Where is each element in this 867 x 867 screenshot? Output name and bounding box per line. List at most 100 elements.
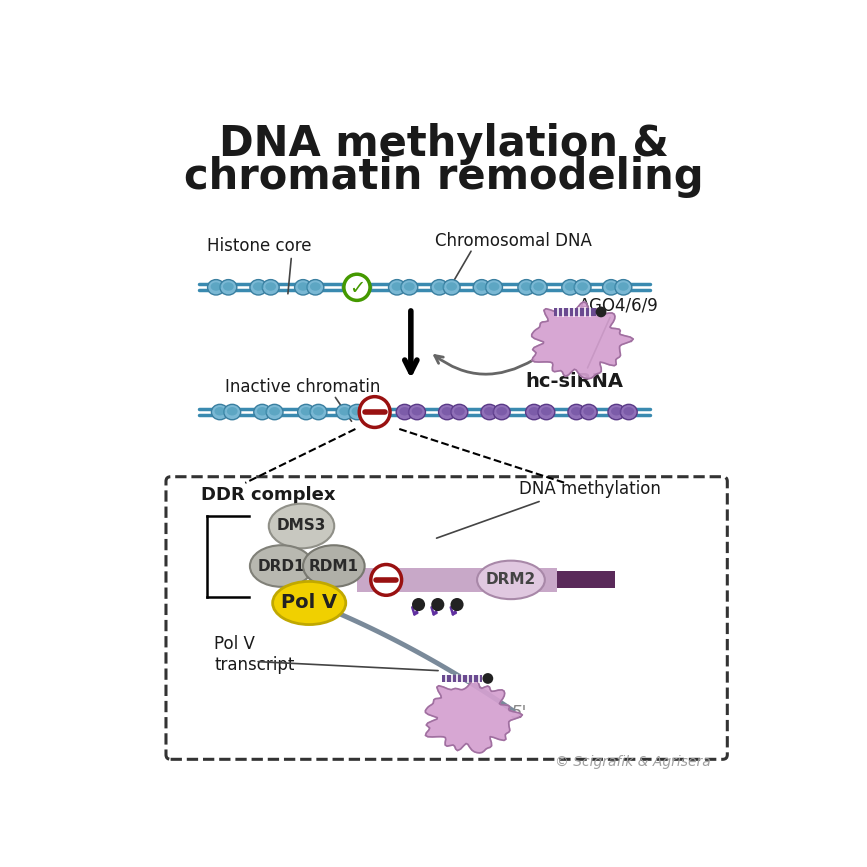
Ellipse shape [618,283,629,290]
Ellipse shape [227,407,238,415]
Ellipse shape [496,407,507,415]
Ellipse shape [250,279,267,295]
Text: © Scigrafik & Agrisera: © Scigrafik & Agrisera [556,755,711,769]
Ellipse shape [473,279,490,295]
Ellipse shape [297,404,315,420]
Ellipse shape [358,283,368,290]
Bar [357,568,557,592]
Ellipse shape [345,283,356,290]
Bar [442,675,482,682]
Circle shape [344,274,370,300]
Ellipse shape [224,404,241,420]
Ellipse shape [451,404,468,420]
Ellipse shape [538,404,555,420]
Ellipse shape [254,404,271,420]
Text: Pol V: Pol V [281,594,337,612]
Ellipse shape [257,407,268,415]
Text: hc-siRNA: hc-siRNA [526,372,624,391]
Ellipse shape [476,283,487,290]
Ellipse shape [611,407,622,415]
Ellipse shape [439,404,455,420]
Ellipse shape [396,404,414,420]
Text: Histone core: Histone core [207,238,311,256]
Ellipse shape [310,283,321,290]
Ellipse shape [349,404,365,420]
Ellipse shape [211,283,221,290]
Ellipse shape [606,283,616,290]
Ellipse shape [518,279,535,295]
Ellipse shape [603,279,620,295]
Ellipse shape [310,404,327,420]
Ellipse shape [388,279,406,295]
Ellipse shape [571,407,582,415]
Ellipse shape [401,279,418,295]
Text: chromatin remodeling: chromatin remodeling [184,156,704,199]
Ellipse shape [253,283,264,290]
Circle shape [371,564,401,596]
Ellipse shape [529,407,539,415]
Ellipse shape [207,279,225,295]
Ellipse shape [262,279,279,295]
FancyBboxPatch shape [166,477,727,759]
Ellipse shape [392,283,402,290]
Ellipse shape [266,404,283,420]
Ellipse shape [525,404,543,420]
Ellipse shape [623,407,634,415]
Ellipse shape [443,279,460,295]
Ellipse shape [533,283,544,290]
Ellipse shape [620,404,637,420]
Text: DNA methylation: DNA methylation [518,480,661,498]
Circle shape [359,396,390,427]
Bar [557,571,615,589]
Ellipse shape [608,404,625,420]
Ellipse shape [307,279,324,295]
Ellipse shape [493,404,510,420]
Bar [554,308,596,316]
Ellipse shape [351,407,362,415]
Ellipse shape [400,407,410,415]
Text: DNA methylation &: DNA methylation & [219,123,668,165]
Ellipse shape [355,279,372,295]
Text: DDR complex: DDR complex [201,486,336,505]
Text: 5': 5' [512,704,528,722]
Ellipse shape [568,404,585,420]
Ellipse shape [272,582,346,624]
Ellipse shape [269,504,334,548]
Ellipse shape [562,279,578,295]
Ellipse shape [574,279,591,295]
Ellipse shape [214,407,225,415]
Ellipse shape [412,407,422,415]
Ellipse shape [297,283,309,290]
Ellipse shape [342,279,359,295]
Text: ✓: ✓ [349,278,365,297]
Ellipse shape [486,279,503,295]
Text: AGO4/6/9: AGO4/6/9 [579,297,659,315]
Ellipse shape [265,283,276,290]
Ellipse shape [303,545,365,587]
Ellipse shape [484,407,495,415]
Ellipse shape [250,545,313,587]
Ellipse shape [220,279,237,295]
Circle shape [482,673,493,684]
Ellipse shape [313,407,324,415]
Ellipse shape [212,404,228,420]
Ellipse shape [447,283,457,290]
Ellipse shape [583,407,594,415]
Ellipse shape [481,404,498,420]
Circle shape [431,598,445,611]
Ellipse shape [454,407,465,415]
Ellipse shape [434,283,445,290]
Text: DRM2: DRM2 [486,572,536,588]
Ellipse shape [223,283,234,290]
Text: RDM1: RDM1 [309,558,359,574]
Text: Chromosomal DNA: Chromosomal DNA [435,232,591,250]
Ellipse shape [477,561,544,599]
Ellipse shape [489,283,499,290]
Ellipse shape [336,404,353,420]
Ellipse shape [301,407,311,415]
Circle shape [412,598,425,611]
Text: Pol V
transcript: Pol V transcript [214,636,295,674]
Ellipse shape [531,279,547,295]
Circle shape [451,598,464,611]
Ellipse shape [431,279,447,295]
